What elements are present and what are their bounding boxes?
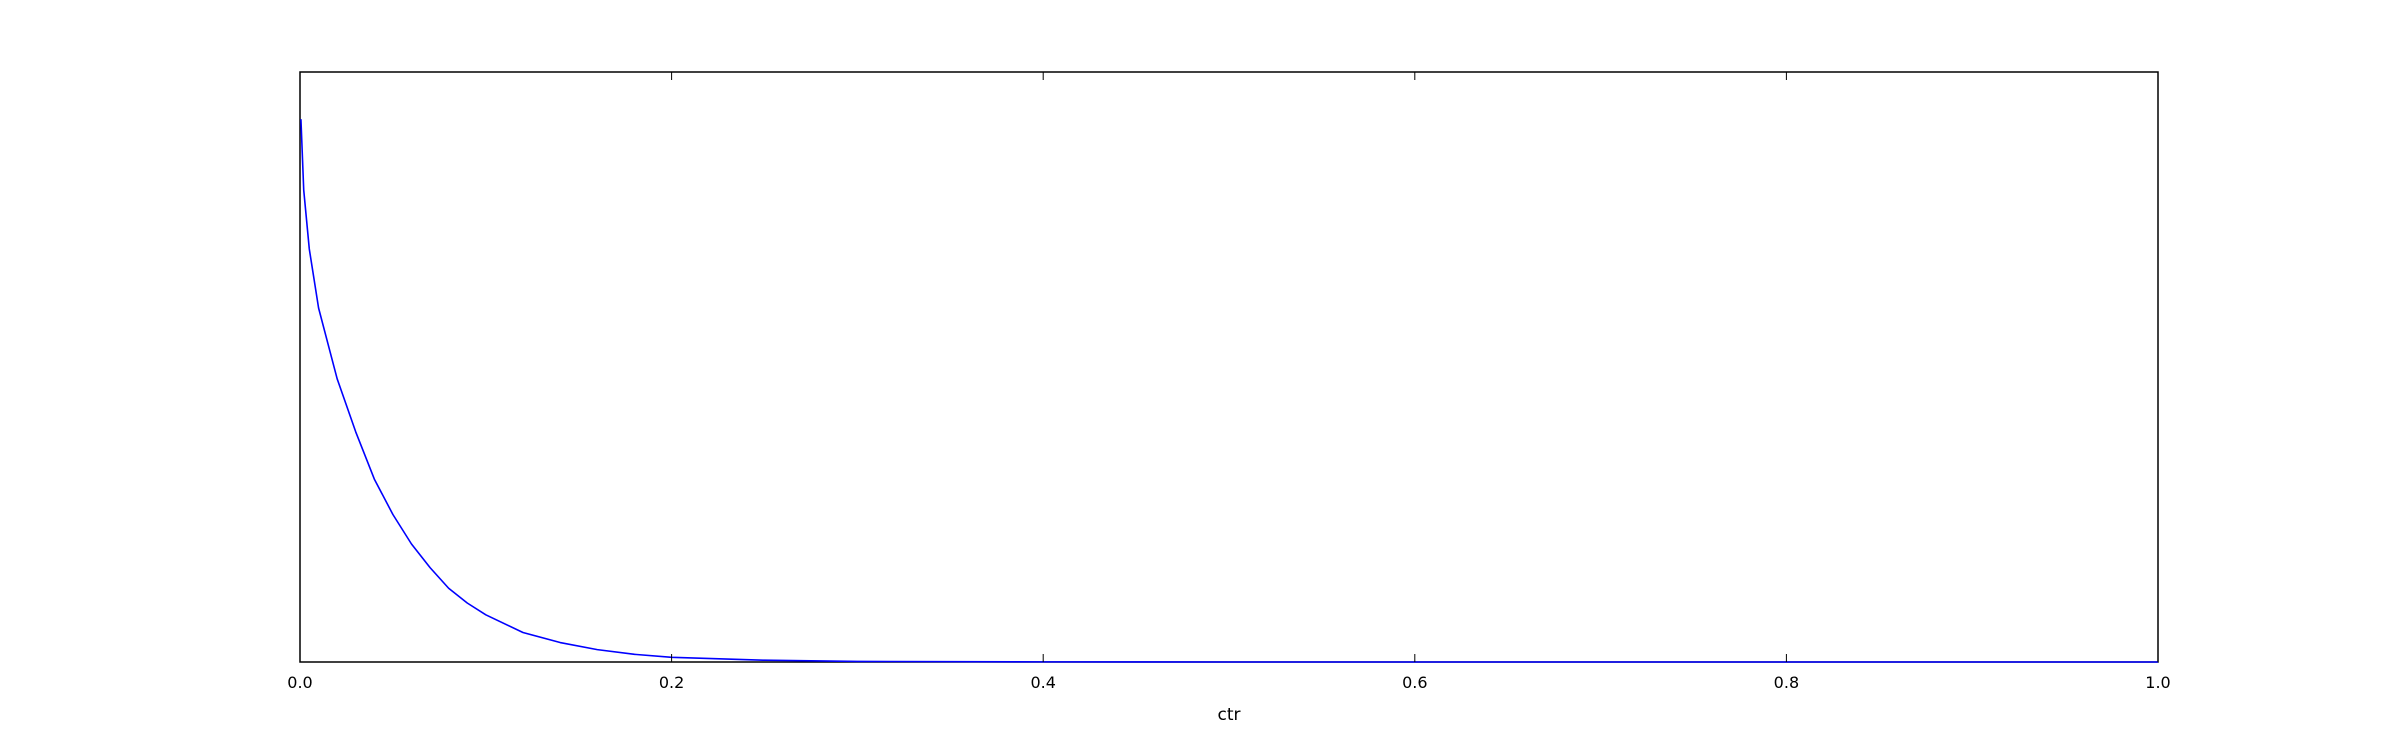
plot-area: [299, 71, 2159, 663]
x-tick-label: 0.2: [659, 673, 684, 692]
x-tick-label: 1.0: [2145, 673, 2170, 692]
x-tick-label: 0.8: [1774, 673, 1799, 692]
x-tick-label: 0.0: [287, 673, 312, 692]
plot-frame: [299, 71, 2159, 663]
x-tick-label: 0.6: [1402, 673, 1427, 692]
x-tick-label: 0.4: [1030, 673, 1055, 692]
x-axis-ticks: 0.0 0.2 0.4 0.6 0.8 1.0: [287, 72, 2171, 692]
series-line-1: [300, 119, 2158, 663]
x-axis-label: ctr: [1217, 705, 1240, 725]
